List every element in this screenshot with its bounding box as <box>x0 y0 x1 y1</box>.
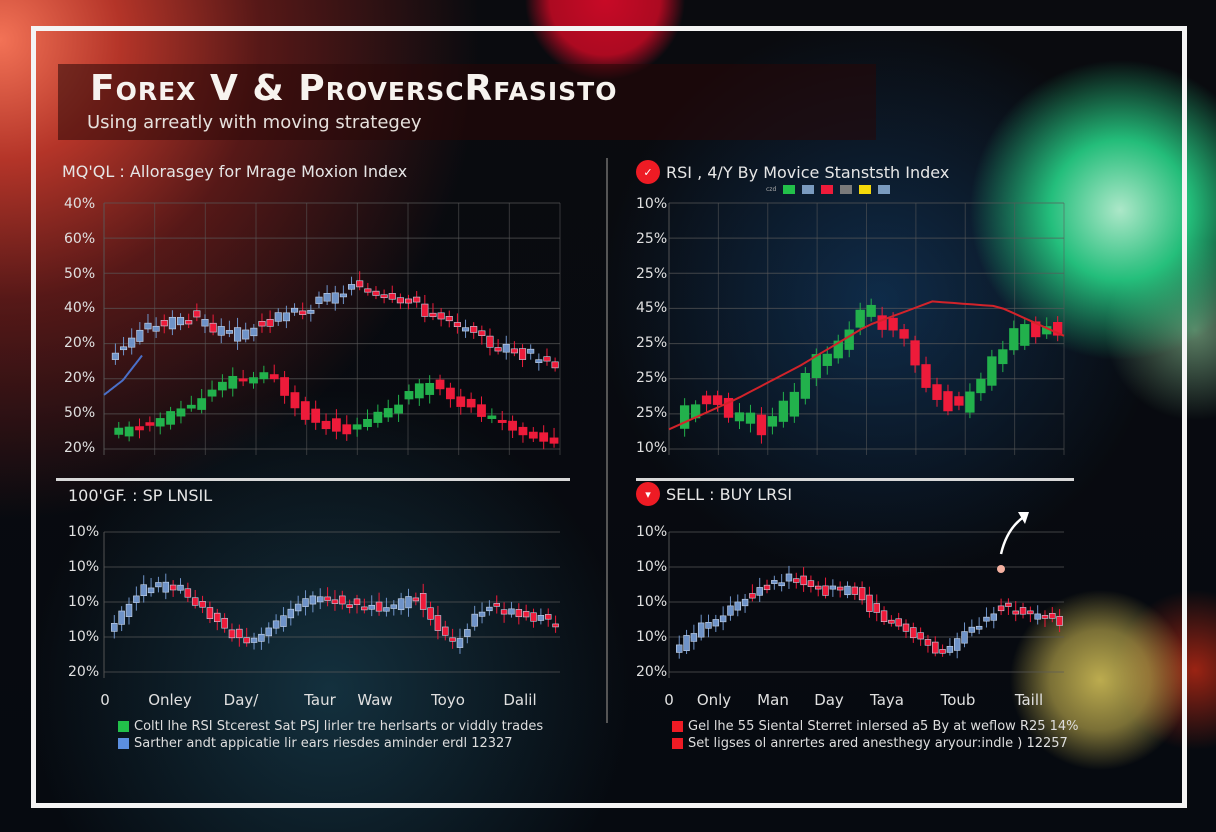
y-tick-label: 45% <box>636 300 668 317</box>
panel-title-text: MQ'QL : Allorasgey for Mrage Moxion Inde… <box>62 162 408 181</box>
legend-text: Gel lhe 55 Siental Sterret inlersed a5 B… <box>688 719 1079 734</box>
y-tick-label: 20% <box>64 439 96 456</box>
legend-text: Coltl lhe RSI Stcerest Sat PSJ lirler tr… <box>134 719 544 734</box>
color-key-swatch <box>802 185 815 194</box>
x-tick-label: Dalil <box>503 691 537 709</box>
legend-text: Set ligses ol anrertes ared anesthegy ar… <box>688 736 1068 751</box>
y-tick-label: 10% <box>636 196 668 212</box>
x-tick-label: 0 <box>100 691 110 709</box>
x-tick-label: Toyo <box>431 691 465 709</box>
y-tick-label: 25% <box>636 230 668 247</box>
x-tick-label: Onley <box>148 691 192 709</box>
y-tick-label: 25% <box>636 335 668 352</box>
color-key-swatch <box>783 185 796 194</box>
red-gauge-icon: ✓ <box>636 160 660 184</box>
y-tick-label: 10% <box>636 524 668 540</box>
panel-title-bottom-left: 100'GF. : SP LNSIL <box>68 486 212 505</box>
y-tick-label: 10% <box>68 524 100 540</box>
color-key-swatch <box>878 185 891 194</box>
x-tick-label: Day/ <box>223 691 259 709</box>
y-tick-label: 40% <box>64 300 96 317</box>
x-tick-label: Waw <box>357 691 393 709</box>
y-tick-label: 20% <box>64 370 96 386</box>
legend-swatch <box>672 721 683 732</box>
y-tick-label: 50% <box>64 265 96 282</box>
y-tick-label: 20% <box>636 664 668 680</box>
legend-swatch <box>118 738 129 749</box>
y-tick-label: 25% <box>636 404 668 421</box>
legend-item: Gel lhe 55 Siental Sterret inlersed a5 B… <box>672 718 1079 735</box>
color-key-swatch <box>821 185 834 194</box>
candlestick-chart-bottom-left <box>103 531 560 678</box>
y-tick-label: 10% <box>636 629 668 645</box>
legend-item: Coltl lhe RSI Stcerest Sat PSJ lirler tr… <box>118 718 543 735</box>
legend-item: Set ligses ol anrertes ared anesthegy ar… <box>672 735 1079 752</box>
y-tick-label: 10% <box>68 594 100 610</box>
color-key-swatch <box>840 185 853 194</box>
legend-swatch <box>118 721 129 732</box>
x-tick-label: Taill <box>1014 691 1044 709</box>
legend-item: Sarther andt appicatie lir ears riesdes … <box>118 735 543 752</box>
panel-title-text: SELL : BUY LRSI <box>666 484 793 504</box>
y-tick-label: 10% <box>68 629 100 645</box>
y-tick-label: 20% <box>68 664 100 680</box>
legend-text: Sarther andt appicatie lir ears riesdes … <box>134 736 513 751</box>
header-banner <box>58 64 876 140</box>
y-tick-label: 40% <box>64 196 96 212</box>
color-key-label: czd <box>766 186 777 193</box>
panel-divider-left <box>56 478 570 481</box>
legend-bottom-left: Coltl lhe RSI Stcerest Sat PSJ lirler tr… <box>118 718 543 752</box>
panel-title-text: 100'GF. : SP LNSIL <box>68 486 213 505</box>
panel-title-top-left: MQ'QL : Allorasgey for Mrage Moxion Inde… <box>62 162 407 181</box>
x-tick-label: Day <box>814 691 844 709</box>
x-tick-label: Toub <box>940 691 976 709</box>
y-tick-label: 10% <box>68 559 100 575</box>
y-tick-label: 50% <box>64 404 96 421</box>
y-tick-label: 10% <box>636 559 668 575</box>
candlestick-chart-bottom-right <box>668 512 1064 678</box>
panel-divider-vertical <box>606 158 608 723</box>
x-tick-label: Only <box>696 691 732 709</box>
legend-bottom-right: Gel lhe 55 Siental Sterret inlersed a5 B… <box>672 718 1079 752</box>
y-tick-label: 10% <box>636 594 668 610</box>
poster-frame <box>31 26 1187 808</box>
y-tick-label: 25% <box>636 265 668 282</box>
red-sell-icon: ▾ <box>636 482 660 506</box>
panel-title-text: RSI , 4/Y By Movice Stanststh Index <box>666 162 950 182</box>
page-title: Forex V & ProverscRfasisto <box>90 68 618 109</box>
color-key-legend: czd <box>766 185 891 194</box>
y-tick-label: 20% <box>64 335 96 352</box>
panel-divider-right <box>636 478 1074 481</box>
candlestick-chart-top-left <box>103 202 561 455</box>
y-tick-label: 10% <box>636 439 668 456</box>
color-key-swatch <box>859 185 872 194</box>
y-tick-label: 25% <box>636 370 668 386</box>
x-tick-label: Taur <box>304 691 336 709</box>
page-subtitle: Using arreatly with moving strategey <box>87 112 422 133</box>
x-tick-label: 0 <box>664 691 674 709</box>
panel-title-bottom-right: ▾ SELL : BUY LRSI <box>636 482 792 506</box>
legend-swatch <box>672 738 683 749</box>
y-tick-label: 60% <box>64 230 96 247</box>
x-tick-label: Man <box>757 691 789 709</box>
panel-title-top-right: ✓ RSI , 4/Y By Movice Stanststh Index <box>636 160 949 184</box>
x-tick-label: Taya <box>870 691 904 709</box>
candlestick-chart-top-right <box>668 202 1065 455</box>
marker-dot <box>997 565 1005 573</box>
